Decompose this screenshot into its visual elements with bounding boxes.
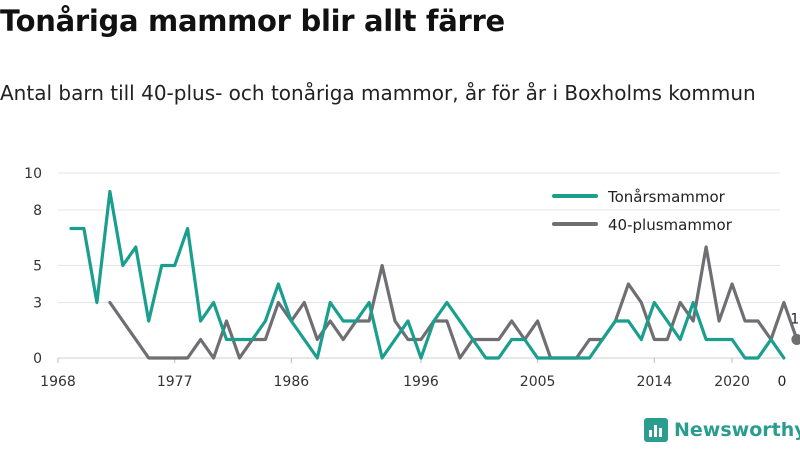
chart-subtitle: Antal barn till 40-plus- och tonåriga ma… [0,81,756,105]
chart-title: Tonåriga mammor blir allt färre [0,4,505,38]
y-tick-label: 3 [33,296,42,312]
x-tick-label: 2020 [714,374,750,390]
newsworthy-logo-icon [644,418,668,442]
series-line-40-plusmammor [108,245,799,360]
x-tick-label: 1968 [40,374,76,390]
x-tick-label: 2005 [520,374,556,390]
x-tick-label: 1996 [403,374,439,390]
end-marker-40-plusmammor [791,334,800,345]
series-line-tonårsmammor [69,189,786,360]
legend-label: Tonårsmammor [607,188,726,206]
y-tick-label: 10 [24,166,42,182]
brand: Newsworthy [644,418,800,442]
end-label-tonarsmammor: 0 [777,374,786,390]
end-label-40-plusmammor: 1 [790,312,799,328]
x-tick-label: 1977 [157,374,193,390]
x-tick-label: 1986 [274,374,310,390]
x-tick-label: 2014 [636,374,672,390]
y-tick-label: 8 [33,203,42,219]
y-tick-label: 5 [33,259,42,275]
brand-name: Newsworthy [674,419,800,441]
legend-label: 40-plusmammor [608,216,733,234]
y-tick-label: 0 [33,351,42,367]
